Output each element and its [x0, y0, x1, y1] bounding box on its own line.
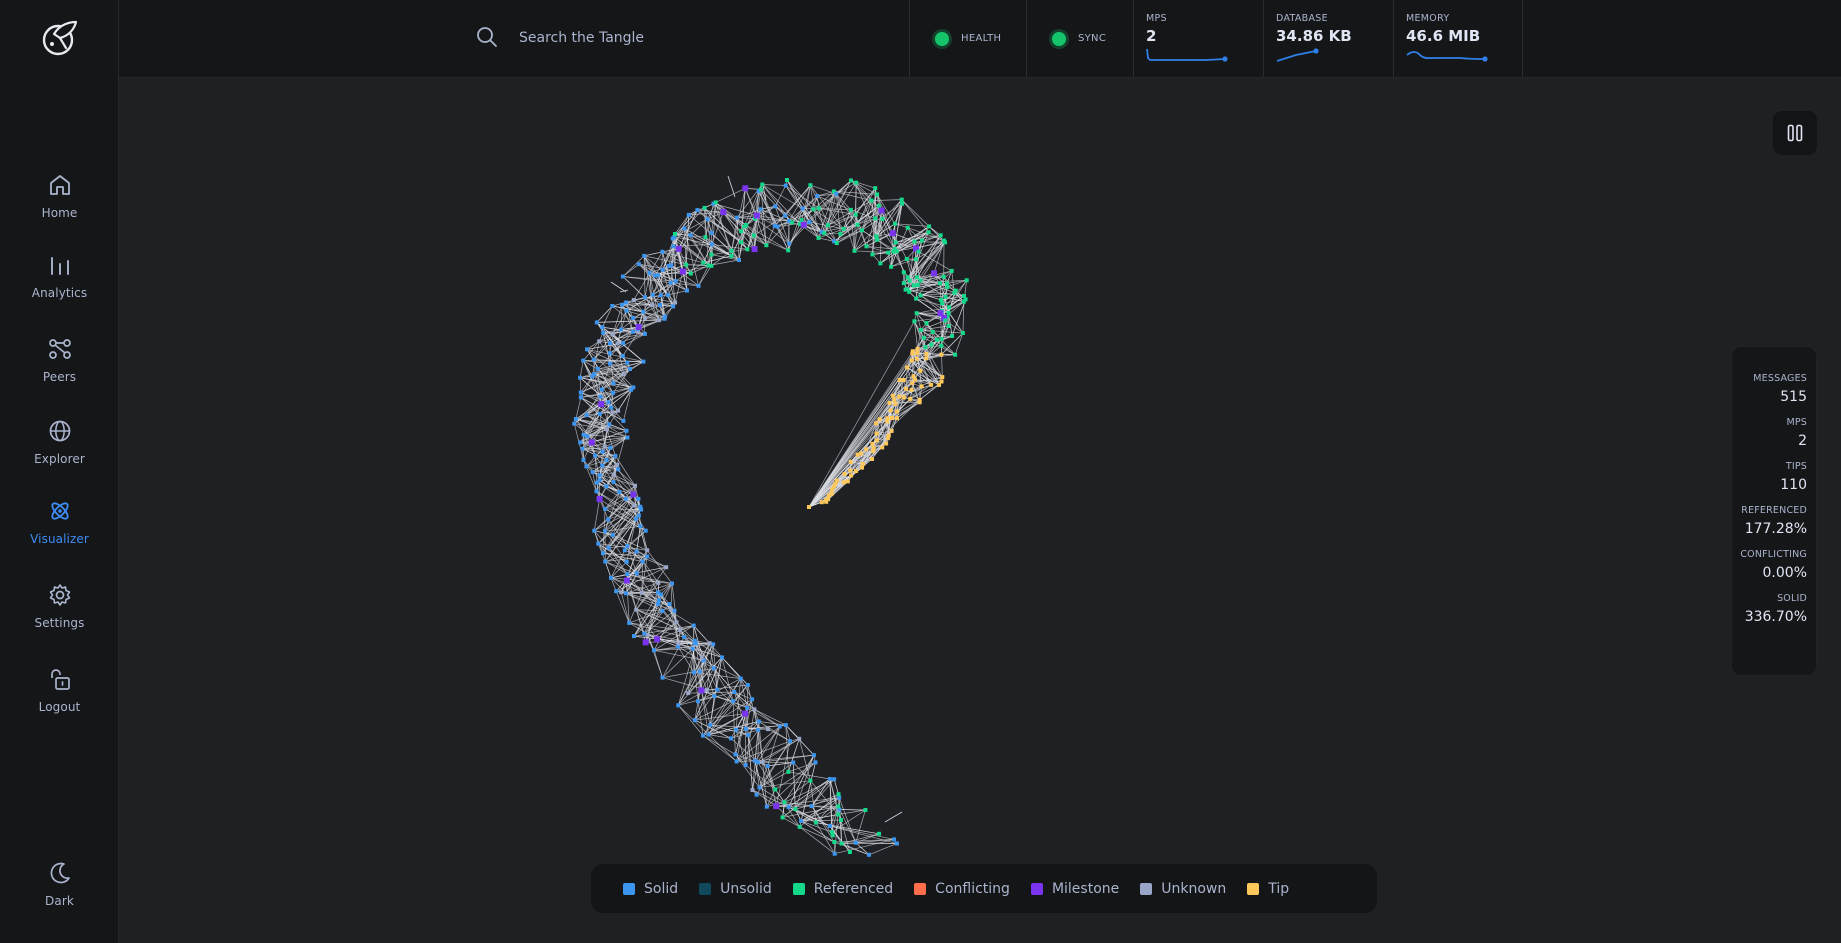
memory-value: 46.6 MIB — [1406, 27, 1481, 45]
legend-label: Unsolid — [720, 880, 772, 897]
stat-value: 110 — [1780, 477, 1807, 493]
health-label: HEALTH — [961, 33, 1002, 44]
legend-label: Referenced — [813, 880, 894, 897]
legend-swatch — [699, 882, 712, 895]
gear-icon — [49, 584, 70, 606]
nav-analytics-label: Analytics — [31, 286, 88, 300]
nav-logout[interactable]: Logout — [0, 666, 119, 726]
legend-swatch — [1140, 882, 1153, 895]
stat-referenced: REFERENCED 177.28% — [1732, 505, 1807, 537]
legend-item-solid: Solid — [623, 881, 678, 897]
hornet-logo-icon[interactable] — [40, 18, 80, 58]
nav-home-label: Home — [41, 206, 78, 220]
sync-indicator — [1052, 31, 1066, 46]
stat-value: 177.28% — [1744, 521, 1807, 537]
legend-item-conflicting: Conflicting — [914, 881, 1010, 897]
legend-item-tip: Tip — [1247, 881, 1289, 897]
graph-legend: Solid Unsolid Referenced Conflicting Milesto… — [591, 864, 1377, 913]
nav-peers[interactable]: Peers — [0, 336, 119, 396]
nav-visualizer[interactable]: Visualizer — [0, 498, 119, 558]
stat-label: CONFLICTING — [1740, 549, 1807, 560]
stat-value: 515 — [1780, 389, 1807, 405]
graph-nodes — [572, 178, 969, 857]
nav-analytics[interactable]: Analytics — [0, 252, 119, 312]
stat-value: 0.00% — [1762, 565, 1807, 581]
nav-logout-label: Logout — [38, 700, 81, 714]
sidebar: Home Analytics Peers Explo — [0, 0, 119, 943]
moon-icon — [50, 862, 70, 884]
legend-label: Unknown — [1161, 880, 1227, 897]
legend-swatch — [1247, 882, 1260, 895]
bar-chart-icon — [50, 257, 69, 275]
stat-label: TIPS — [1785, 461, 1807, 472]
stat-value: 336.70% — [1744, 609, 1807, 625]
pause-button[interactable] — [1773, 111, 1817, 155]
database-sparkline — [1276, 48, 1319, 62]
stat-messages: MESSAGES 515 — [1732, 373, 1807, 405]
search-icon[interactable] — [476, 26, 498, 48]
database-metric: DATABASE 34.86 KB — [1263, 0, 1393, 77]
legend-swatch — [792, 882, 805, 895]
health-status: HEALTH — [909, 0, 1026, 77]
nav-settings-label: Settings — [34, 616, 85, 630]
stat-tips: TIPS 110 — [1732, 461, 1807, 493]
memory-label: MEMORY — [1406, 13, 1450, 24]
legend-item-referenced: Referenced — [792, 880, 894, 897]
legend-swatch — [623, 882, 635, 895]
database-label: DATABASE — [1276, 13, 1328, 24]
atom-icon — [50, 502, 69, 520]
stat-label: REFERENCED — [1741, 505, 1807, 516]
theme-toggle-label: Dark — [45, 894, 74, 908]
legend-label: Solid — [644, 880, 679, 897]
nav-settings[interactable]: Settings — [0, 582, 119, 642]
stat-mps: MPS 2 — [1732, 417, 1807, 449]
legend-item-unsolid: Unsolid — [699, 881, 772, 897]
legend-item-unknown: Unknown — [1140, 881, 1226, 897]
legend-swatch — [914, 882, 927, 895]
mps-label: MPS — [1146, 13, 1167, 24]
search-input[interactable] — [519, 23, 899, 53]
header: HEALTH SYNC MPS 2 DATABASE 34.86 KB MEMO… — [119, 0, 1841, 78]
nav-home[interactable]: Home — [0, 172, 119, 232]
legend-label: Conflicting — [935, 880, 1010, 897]
database-value: 34.86 KB — [1276, 27, 1352, 45]
stat-label: MPS — [1786, 417, 1807, 428]
pause-icon — [1787, 124, 1803, 142]
memory-sparkline — [1406, 51, 1488, 62]
nav-explorer-label: Explorer — [34, 452, 85, 466]
stat-solid: SOLID 336.70% — [1732, 593, 1807, 625]
stat-label: SOLID — [1777, 593, 1807, 604]
health-indicator — [935, 31, 949, 46]
nav-peers-label: Peers — [42, 370, 77, 384]
mps-value: 2 — [1146, 27, 1157, 45]
mps-sparkline — [1146, 48, 1228, 62]
mps-metric: MPS 2 — [1133, 0, 1263, 77]
home-icon — [49, 175, 70, 195]
sync-label: SYNC — [1078, 33, 1107, 44]
peers-network-icon — [48, 339, 71, 359]
legend-item-milestone: Milestone — [1030, 880, 1120, 897]
unlock-icon — [50, 669, 70, 690]
stat-value: 2 — [1798, 433, 1807, 449]
tangle-graph[interactable] — [119, 78, 1841, 943]
legend-swatch — [1030, 882, 1043, 895]
stat-label: MESSAGES — [1753, 373, 1807, 384]
legend-label: Tip — [1268, 880, 1290, 897]
nav-visualizer-label: Visualizer — [30, 532, 89, 546]
memory-metric: MEMORY 46.6 MIB — [1393, 0, 1523, 77]
nav-explorer[interactable]: Explorer — [0, 418, 119, 478]
stat-conflicting: CONFLICTING 0.00% — [1732, 549, 1807, 581]
stats-panel: MESSAGES 515 MPS 2 TIPS 110 REFERENCED 1… — [1731, 346, 1817, 676]
globe-icon — [49, 420, 70, 442]
theme-toggle[interactable]: Dark — [0, 860, 119, 920]
legend-label: Milestone — [1051, 880, 1120, 897]
sync-status: SYNC — [1026, 0, 1133, 77]
